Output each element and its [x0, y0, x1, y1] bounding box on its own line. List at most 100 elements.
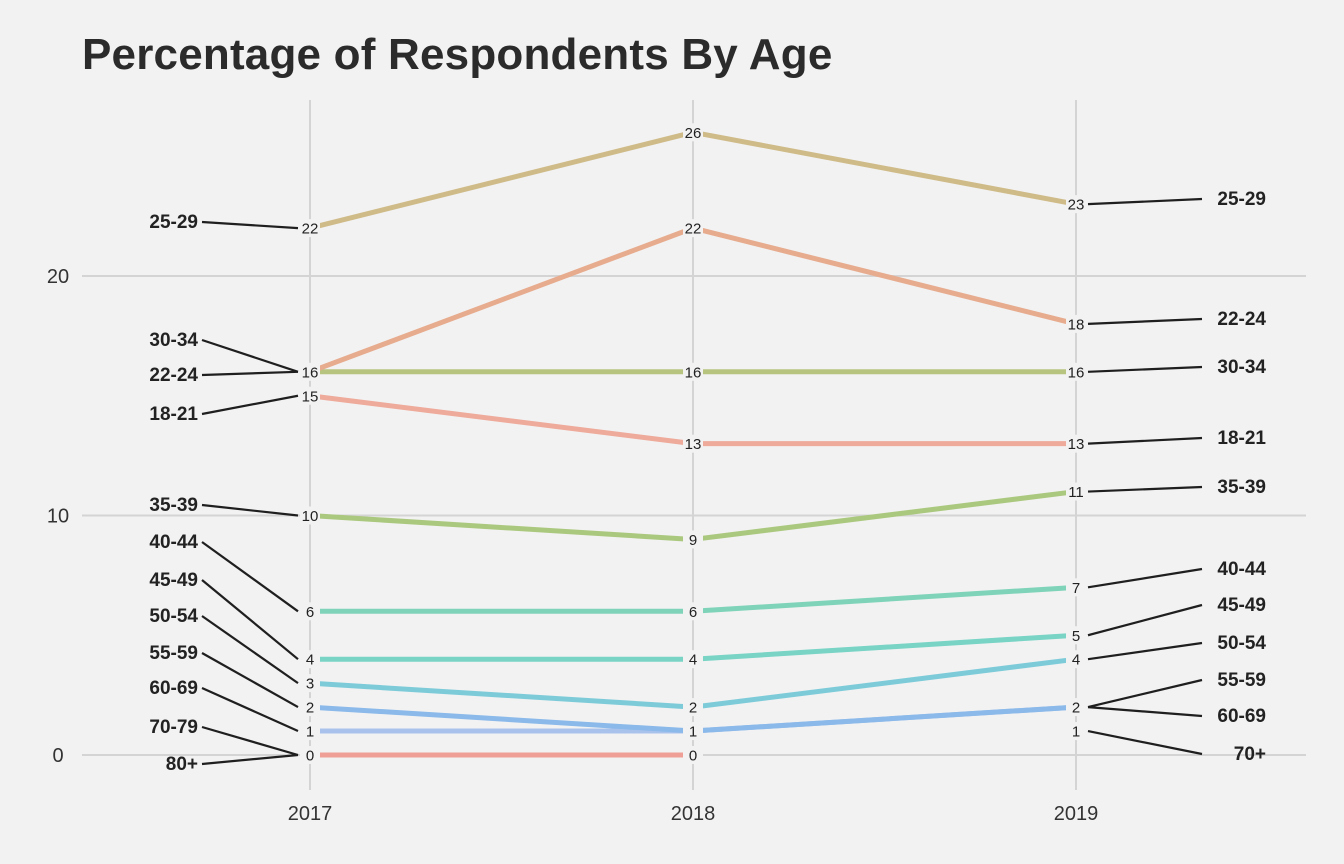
- point-label-bg: [1066, 650, 1086, 669]
- leader-line-right-35-39: [1087, 485, 1203, 493]
- y-tick-label: 20: [47, 266, 69, 288]
- data-point-label: 2: [1072, 700, 1080, 717]
- point-label-bg: [1066, 195, 1086, 214]
- leader-line-left-30-34: [201, 338, 299, 373]
- right-series-label-60-69: 60-69: [1217, 706, 1266, 727]
- left-series-label-60-69: 60-69: [149, 678, 198, 699]
- data-point-label: 4: [689, 652, 697, 669]
- point-label-bg: [1066, 698, 1086, 717]
- leader-line-right-40-44: [1087, 567, 1203, 589]
- data-point-label: 26: [685, 125, 702, 142]
- point-label-bg: [683, 602, 703, 621]
- leader-line-right-22-24: [1087, 317, 1203, 325]
- data-point-label: 0: [689, 748, 697, 765]
- data-point-label: 9: [689, 532, 697, 549]
- point-label-bg: [683, 434, 703, 453]
- y-tick-label: 0: [52, 745, 63, 767]
- right-series-label-30-34: 30-34: [1217, 357, 1266, 378]
- point-label-bg: [300, 362, 320, 381]
- left-series-label-80plus: 80+: [166, 754, 198, 775]
- point-label-bg: [1066, 482, 1086, 501]
- point-label-bg: [1066, 314, 1086, 333]
- data-point-label: 6: [306, 604, 314, 621]
- left-series-label-40-44: 40-44: [149, 532, 198, 553]
- data-point-label: 22: [302, 221, 319, 238]
- label-leader-lines: [201, 197, 1203, 766]
- point-label-bg: [300, 219, 320, 238]
- leader-line-left-55-59: [201, 652, 299, 709]
- right-series-label-50-54: 50-54: [1217, 633, 1266, 654]
- y-tick-label: 10: [47, 506, 69, 528]
- point-label-bg: [300, 386, 320, 405]
- data-point-label: 10: [302, 508, 319, 525]
- point-label-bg: [1066, 578, 1086, 597]
- leader-line-left-80plus: [201, 753, 299, 766]
- leader-line-right-25-29: [1087, 197, 1203, 206]
- data-point-label: 0: [306, 748, 314, 765]
- point-label-bg: [300, 602, 320, 621]
- leader-line-left-35-39: [201, 503, 299, 517]
- leader-line-left-50-54: [201, 615, 299, 685]
- leader-line-left-40-44: [201, 541, 299, 613]
- point-label-bg: [683, 722, 703, 741]
- left-series-label-50-54: 50-54: [149, 606, 198, 627]
- data-point-label: 5: [1072, 628, 1080, 645]
- data-point-label: 6: [689, 604, 697, 621]
- data-point-label: 13: [685, 436, 702, 453]
- point-label-bg: [683, 219, 703, 238]
- point-label-bg: [683, 362, 703, 381]
- leader-line-right-70plus: [1087, 729, 1203, 756]
- left-series-label-70-79: 70-79: [149, 717, 198, 738]
- data-point-label: 22: [685, 221, 702, 238]
- point-label-bg: [300, 506, 320, 525]
- point-label-bg: [300, 650, 320, 669]
- left-series-label-45-49: 45-49: [149, 570, 198, 591]
- data-point-label: 11: [1068, 484, 1084, 501]
- point-label-bg: [683, 123, 703, 142]
- left-series-label-18-21: 18-21: [149, 404, 198, 425]
- leader-line-left-18-21: [201, 394, 299, 416]
- x-tick-label: 2018: [671, 803, 716, 825]
- right-series-label-70plus: 70+: [1234, 744, 1266, 765]
- data-point-label: 15: [302, 388, 319, 405]
- left-series-label-55-59: 55-59: [149, 643, 198, 664]
- point-label-bg: [1066, 626, 1086, 645]
- data-point-label: 2: [306, 700, 314, 717]
- point-label-bg: [1066, 362, 1086, 381]
- right-series-label-40-44: 40-44: [1217, 559, 1266, 580]
- data-point-label: 1: [689, 724, 697, 741]
- data-point-label: 4: [1072, 652, 1080, 669]
- data-point-label: 16: [302, 364, 319, 381]
- x-tick-label: 2019: [1054, 803, 1099, 825]
- series-name-labels: 25-29 30-34 22-24 18-21 35-39 40-44 45-49 50-54…: [149, 189, 1266, 775]
- point-label-bg: [683, 530, 703, 549]
- right-series-label-25-29: 25-29: [1217, 189, 1266, 210]
- leader-line-right-50-54: [1087, 641, 1203, 661]
- point-label-bg: [683, 698, 703, 717]
- leader-line-right-30-34: [1087, 365, 1203, 373]
- data-point-label: 7: [1072, 580, 1080, 597]
- leader-line-left-70-79: [201, 725, 299, 757]
- point-label-bg: [300, 746, 320, 764]
- data-point-label: 23: [1068, 197, 1085, 214]
- right-series-label-35-39: 35-39: [1217, 477, 1266, 498]
- x-tick-label: 2017: [288, 803, 333, 825]
- data-point-label: 4: [306, 652, 314, 669]
- data-point-label: 1: [306, 724, 314, 741]
- right-series-label-18-21: 18-21: [1217, 428, 1266, 449]
- point-label-bg: [1066, 722, 1086, 741]
- right-series-label-55-59: 55-59: [1217, 670, 1266, 691]
- right-series-label-22-24: 22-24: [1217, 309, 1266, 330]
- leader-line-right-45-49: [1087, 603, 1203, 637]
- point-label-bg: [1066, 434, 1086, 453]
- left-series-label-30-34: 30-34: [149, 330, 198, 351]
- leader-line-left-25-29: [201, 220, 299, 230]
- data-point-label: 3: [306, 676, 314, 693]
- point-label-bg: [300, 722, 320, 741]
- left-series-label-22-24: 22-24: [149, 365, 198, 386]
- leader-line-left-22-24: [201, 370, 299, 377]
- data-point-label: 18: [1068, 316, 1085, 333]
- point-label-bg: [300, 674, 320, 693]
